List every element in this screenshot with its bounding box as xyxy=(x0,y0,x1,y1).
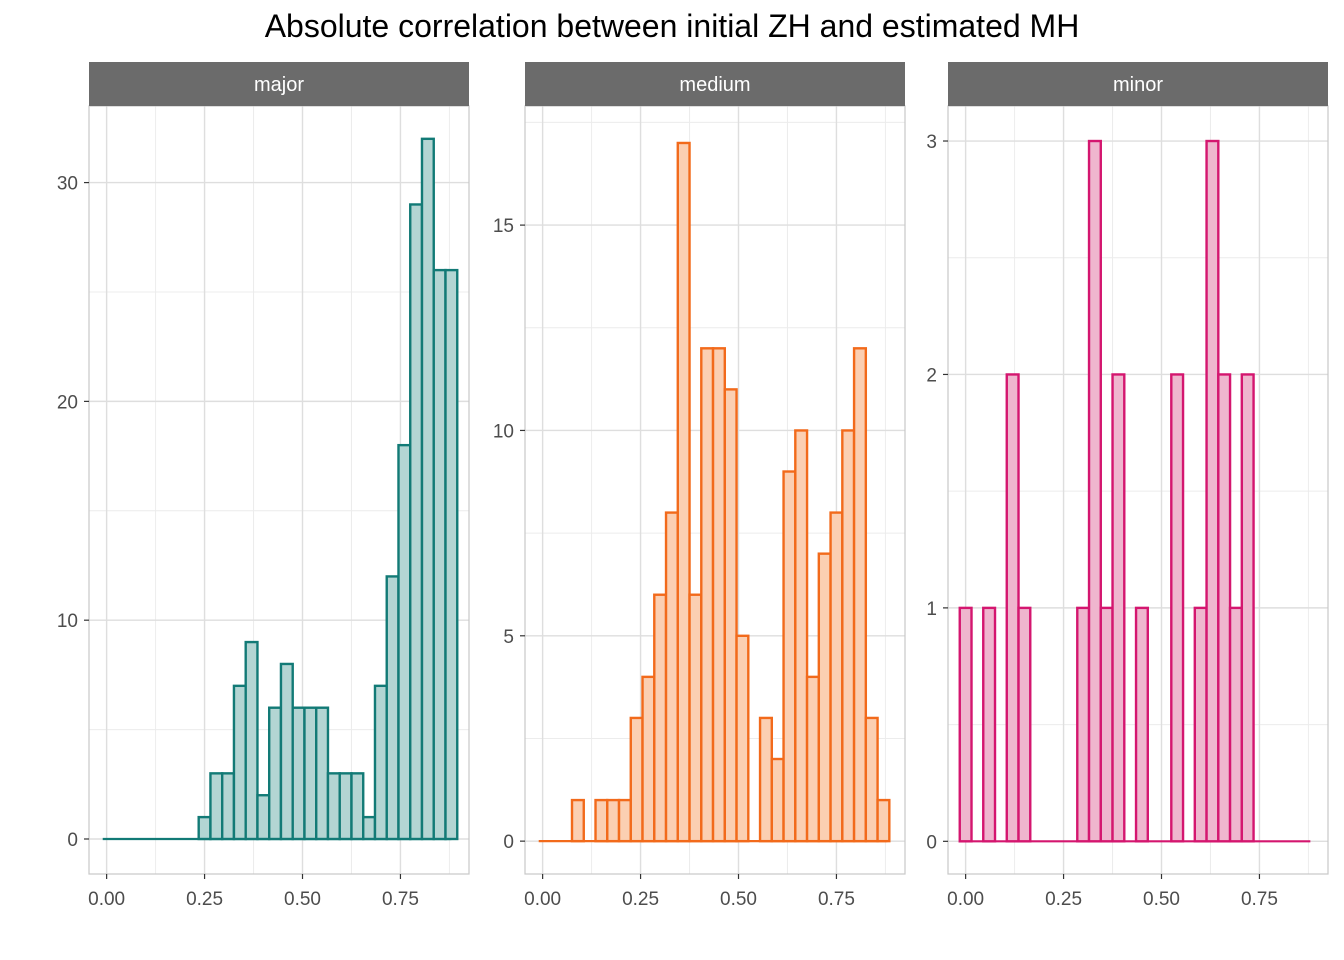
histogram-bar xyxy=(362,815,377,841)
x-tick-label: 0.75 xyxy=(382,889,419,910)
histogram-bar xyxy=(1193,606,1208,843)
histogram-bar xyxy=(876,798,891,843)
y-tick-label: 2 xyxy=(926,365,937,386)
histogram-bar xyxy=(326,772,341,841)
x-tick-label: 0.75 xyxy=(1241,889,1278,910)
histogram-bar xyxy=(397,443,412,841)
histogram-bar xyxy=(1240,373,1255,843)
histogram-bar xyxy=(303,706,318,841)
histogram-bar xyxy=(664,511,679,843)
y-tick-label: 30 xyxy=(57,174,78,195)
histogram-bar xyxy=(758,716,774,843)
histogram-bar xyxy=(617,798,632,843)
histogram-bar xyxy=(817,552,832,843)
histogram-bar xyxy=(829,511,844,843)
histogram-bar xyxy=(232,684,247,841)
histogram-bar xyxy=(420,137,435,841)
histogram-bar xyxy=(700,347,715,843)
y-tick-label: 5 xyxy=(503,627,514,648)
histogram-bar xyxy=(291,706,306,841)
histogram-bar xyxy=(676,141,691,843)
x-tick-label: 0.25 xyxy=(186,889,223,910)
histogram-bar xyxy=(735,634,750,843)
histogram-bar xyxy=(1076,606,1091,843)
y-tick-label: 20 xyxy=(57,392,78,413)
histogram-bar xyxy=(432,268,447,841)
x-tick-label: 0.50 xyxy=(284,889,321,910)
histogram-bar xyxy=(256,794,271,841)
y-tick-label: 3 xyxy=(926,132,937,153)
histogram-bar xyxy=(209,772,224,841)
histogram-bar xyxy=(1017,606,1032,843)
histogram-bar xyxy=(1099,606,1114,843)
histogram-bar xyxy=(279,662,294,841)
x-tick-label: 0.00 xyxy=(524,889,561,910)
histogram-bar xyxy=(723,388,738,843)
histogram-bar xyxy=(350,772,365,841)
facet-strip xyxy=(89,62,469,106)
histogram-bar xyxy=(805,675,821,843)
histogram-bar xyxy=(1134,606,1149,843)
histogram-bar xyxy=(594,798,609,843)
facet-label: minor xyxy=(1113,74,1163,96)
y-tick-label: 10 xyxy=(57,611,78,632)
facet-label: medium xyxy=(679,74,750,96)
x-tick-label: 0.00 xyxy=(947,889,984,910)
histogram-bar xyxy=(385,575,400,841)
facet-strip xyxy=(525,62,905,106)
histogram-bar xyxy=(782,470,797,843)
histogram-bar xyxy=(1170,373,1185,843)
y-tick-label: 0 xyxy=(926,832,937,853)
y-tick-label: 0 xyxy=(67,830,78,851)
histogram-bar xyxy=(864,716,879,843)
panel-major: major 0 10 20 30 0.00 0.25 0.50 0.75 xyxy=(57,62,470,910)
y-tick-label: 10 xyxy=(493,421,514,442)
x-tick-label: 0.00 xyxy=(88,889,125,910)
facet-strip xyxy=(948,62,1328,106)
histogram-bar xyxy=(197,815,212,841)
histogram-bar xyxy=(1005,373,1020,843)
y-tick-label: 15 xyxy=(493,216,514,237)
x-tick-label: 0.50 xyxy=(1143,889,1180,910)
histogram-bar xyxy=(958,606,973,843)
histogram-bar xyxy=(338,772,353,841)
histogram-bar xyxy=(841,429,856,843)
histogram-bar xyxy=(373,684,388,841)
histogram-bar xyxy=(606,798,621,843)
panel-medium: medium 0 5 10 15 0.00 0.25 0.50 0.75 xyxy=(493,62,906,910)
histogram-bar xyxy=(688,593,703,843)
x-tick-label: 0.75 xyxy=(818,889,855,910)
histogram-bar xyxy=(982,606,997,843)
histogram-bar xyxy=(315,706,330,841)
histogram-bar xyxy=(794,429,809,843)
chart-title: Absolute correlation between initial ZH … xyxy=(264,8,1080,44)
histogram-bar xyxy=(1111,373,1126,843)
y-tick-label: 0 xyxy=(503,832,514,853)
x-tick-label: 0.50 xyxy=(720,889,757,910)
histogram-bar xyxy=(1087,139,1102,843)
y-tick-label: 1 xyxy=(926,599,937,620)
x-tick-label: 0.25 xyxy=(1045,889,1082,910)
histogram-bar xyxy=(1217,373,1232,843)
histogram-bar xyxy=(220,772,236,841)
histogram-bar xyxy=(711,347,726,843)
histogram-bar xyxy=(1205,139,1220,843)
histogram-bar xyxy=(641,675,656,843)
facet-label: major xyxy=(254,74,304,96)
histogram-bar xyxy=(444,268,459,841)
panel-minor: minor 0 1 2 3 0.00 0.25 0.50 0.75 xyxy=(926,62,1329,910)
histogram-bar xyxy=(629,716,644,843)
histogram-bar xyxy=(244,640,259,841)
x-tick-label: 0.25 xyxy=(622,889,659,910)
histogram-bar xyxy=(852,347,868,843)
histogram-bar xyxy=(653,593,668,843)
histogram-bar xyxy=(268,706,283,841)
histogram-bar xyxy=(770,757,785,843)
histogram-bar xyxy=(570,798,585,843)
histogram-bar xyxy=(409,203,424,841)
histogram-bar xyxy=(1228,606,1244,843)
